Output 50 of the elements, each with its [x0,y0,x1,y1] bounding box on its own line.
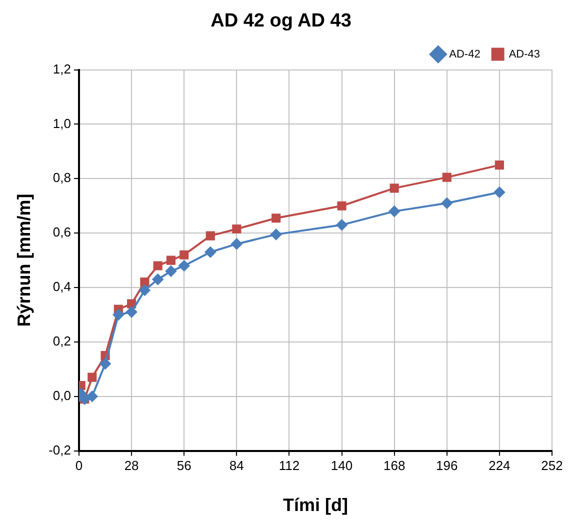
point [272,214,281,223]
point [231,238,242,250]
point [494,186,505,198]
x-tick-label: 196 [436,458,458,474]
point [204,246,216,258]
point [166,256,176,265]
legend-label: AD-42 [449,48,480,60]
legend-label: AD-43 [508,48,540,60]
x-tick-label: 224 [488,458,510,474]
y-tick-label: 1,2 [52,61,71,76]
y-axis-title: Rýrnun [mm/m] [14,194,34,327]
x-tick-label: 56 [176,458,192,474]
x-tick-label: 28 [124,458,139,474]
x-tick-label: 168 [383,458,406,474]
y-tick-label: 0,2 [52,334,71,349]
y-tick-label: 0,8 [52,170,71,186]
point [153,261,162,270]
point [126,306,138,318]
x-tick-label: 0 [75,458,83,474]
point [180,250,189,260]
point [390,184,399,193]
point [178,260,190,272]
y-tick-label: 1,0 [52,116,71,131]
y-tick-label: 0,0 [52,388,71,403]
point [165,266,176,277]
point [206,231,215,240]
point [336,219,348,230]
point [232,224,242,234]
x-tick-label: 112 [278,458,300,474]
point [152,274,164,285]
x-axis-title: Tími [d] [283,495,348,516]
point [494,160,504,170]
point [337,201,346,210]
point [100,358,111,370]
point [88,372,97,382]
x-tick-label: 84 [229,458,244,474]
y-tick-label: -0,2 [48,442,71,458]
point [112,309,124,320]
chart-title: AD 42 og AD 43 [210,10,352,32]
point [388,206,400,217]
point [270,228,282,240]
point [86,390,98,402]
point [139,284,150,296]
y-tick-label: 0,4 [52,279,71,294]
x-tick-label: 252 [541,458,563,474]
x-tick-label: 140 [330,458,353,474]
y-tick-label: 0,6 [52,224,71,240]
point [140,278,150,287]
point [442,172,452,182]
point [441,198,452,209]
